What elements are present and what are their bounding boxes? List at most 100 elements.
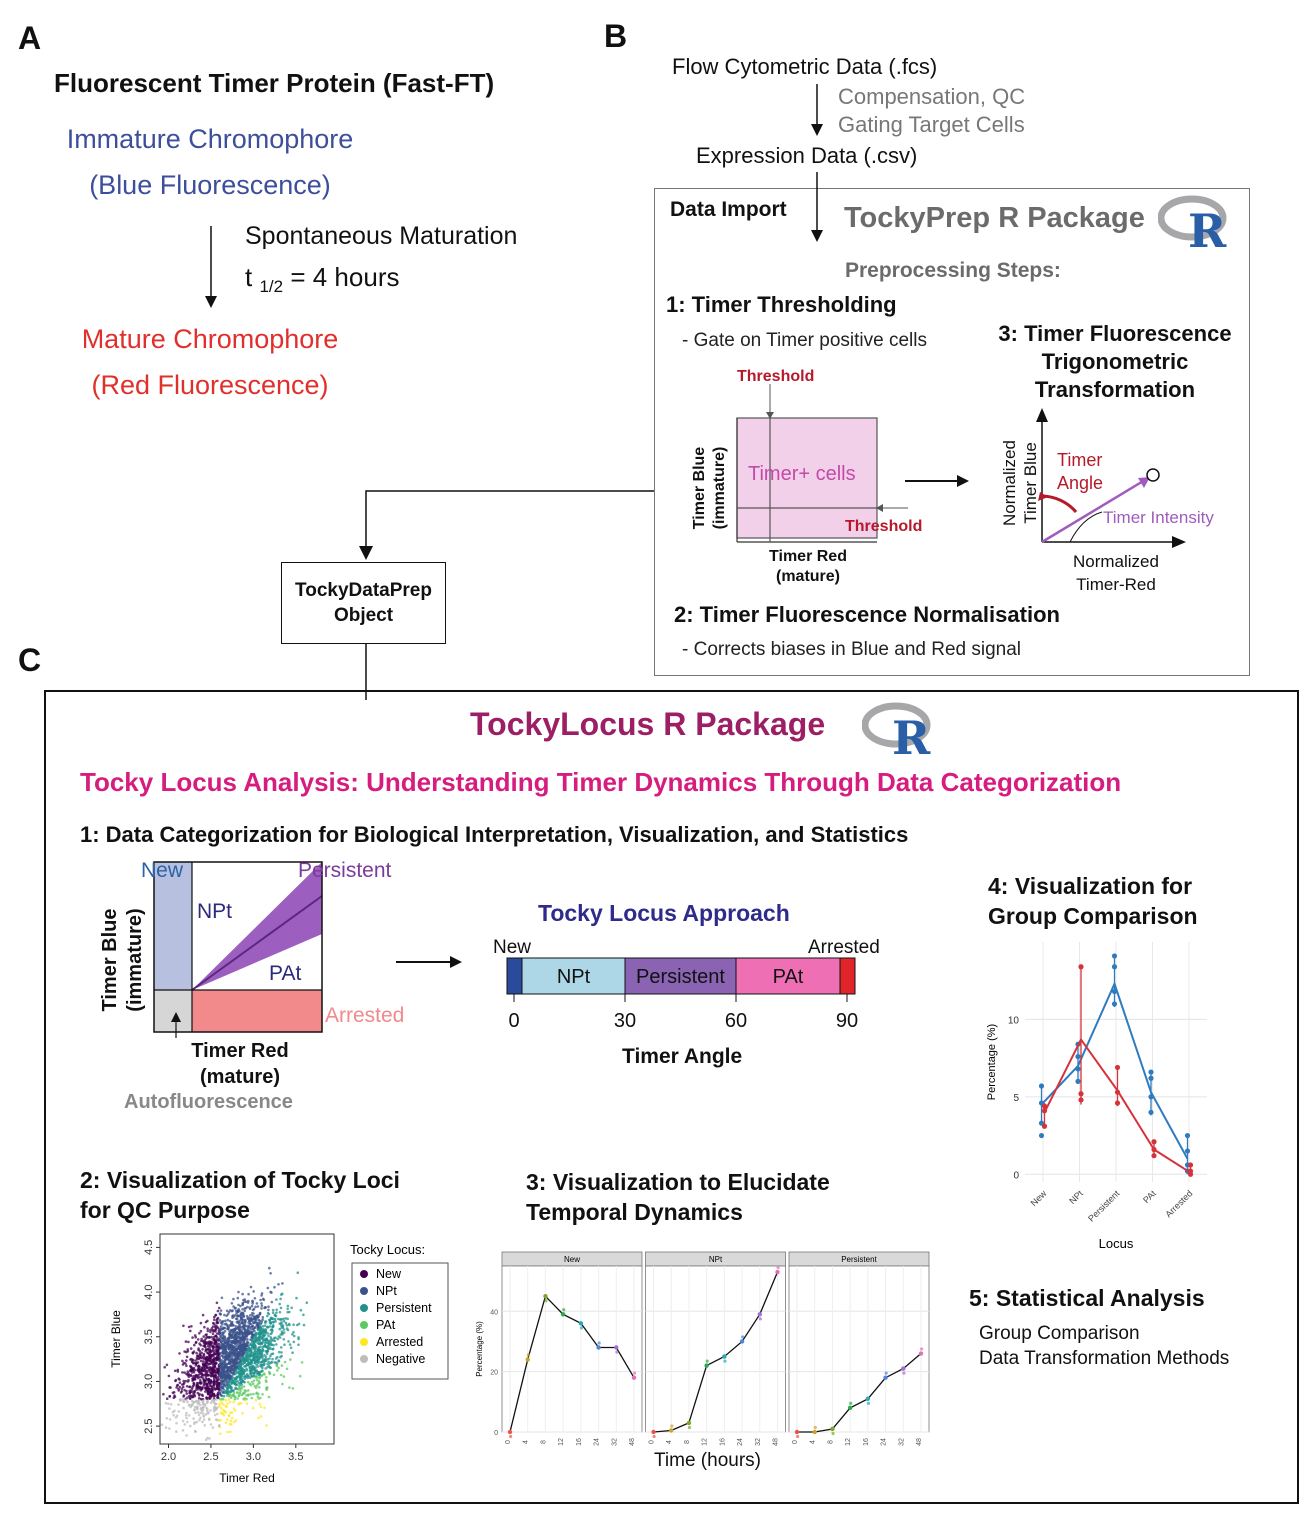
scatter-point bbox=[207, 1417, 211, 1421]
scatter-point bbox=[264, 1357, 267, 1361]
scatter-point bbox=[243, 1327, 247, 1331]
scatter-point bbox=[232, 1389, 235, 1392]
scatter-point bbox=[283, 1343, 286, 1346]
scatter-point bbox=[237, 1353, 240, 1356]
scatter-point bbox=[257, 1347, 260, 1350]
scatter-point bbox=[233, 1307, 237, 1310]
scatter-point bbox=[204, 1320, 208, 1324]
facet-point bbox=[739, 1339, 745, 1344]
facet-x-tick-label: 48 bbox=[773, 1438, 780, 1446]
facet-strip-label: NPt bbox=[709, 1255, 723, 1264]
scatter-point bbox=[212, 1379, 216, 1383]
group-point bbox=[1184, 1132, 1191, 1139]
scatter-point bbox=[243, 1348, 247, 1352]
approach-tick-90: 90 bbox=[835, 1010, 859, 1032]
scatter-point bbox=[241, 1292, 244, 1296]
group-point bbox=[1041, 1103, 1048, 1109]
facet-x-tick-label: 4 bbox=[523, 1440, 530, 1444]
scatter-point bbox=[226, 1430, 229, 1434]
scatter-point bbox=[210, 1392, 214, 1395]
facet-point bbox=[578, 1321, 584, 1326]
tockyprep-title: TockyPrep R Package bbox=[844, 202, 1145, 234]
scatter-point bbox=[198, 1392, 201, 1396]
scatter-point bbox=[209, 1394, 213, 1398]
scatter-point bbox=[269, 1336, 272, 1339]
group-point bbox=[1075, 1053, 1081, 1060]
approach-new-label: New bbox=[493, 937, 532, 958]
scatter-point bbox=[287, 1322, 291, 1326]
scatter-point bbox=[247, 1389, 250, 1392]
scatter-point bbox=[202, 1383, 206, 1387]
scatter-point bbox=[214, 1313, 218, 1317]
scatter-point bbox=[217, 1368, 220, 1372]
preprocessing-label: Preprocessing Steps: bbox=[845, 259, 1061, 282]
scatter-point bbox=[232, 1305, 235, 1308]
scatter-point bbox=[165, 1397, 169, 1400]
scatter-point bbox=[248, 1325, 251, 1328]
scatter-point bbox=[258, 1338, 262, 1342]
scatter-point bbox=[290, 1306, 293, 1310]
scatter-point bbox=[217, 1306, 221, 1310]
scatter-point bbox=[168, 1427, 171, 1430]
scatter-point bbox=[250, 1304, 254, 1308]
scatter-point bbox=[278, 1322, 282, 1325]
scatter-point bbox=[258, 1402, 261, 1406]
scatter-point bbox=[218, 1402, 221, 1406]
scatter-point bbox=[237, 1303, 240, 1307]
scatter-point bbox=[197, 1399, 200, 1403]
scatter-point bbox=[181, 1419, 185, 1423]
scatter-point bbox=[231, 1345, 234, 1348]
scatter-point bbox=[269, 1290, 272, 1294]
scatter-point bbox=[186, 1420, 189, 1424]
scatter-point bbox=[305, 1301, 309, 1304]
scatter-point bbox=[258, 1335, 261, 1339]
scatter-point bbox=[285, 1367, 289, 1371]
approach-seg-persistent: Persistent bbox=[636, 966, 725, 988]
scatter-point bbox=[249, 1314, 252, 1317]
scatter-point bbox=[205, 1369, 208, 1373]
scatter-point bbox=[216, 1316, 220, 1320]
autofluorescence-label: Autofluorescence bbox=[124, 1091, 293, 1113]
scatter-point bbox=[247, 1292, 250, 1296]
scatter-point bbox=[186, 1401, 189, 1404]
scatter-point bbox=[280, 1346, 283, 1349]
scatter-legend-swatch bbox=[360, 1321, 368, 1329]
scatter-y-tick-label: 4.5 bbox=[143, 1240, 155, 1255]
scatter-point bbox=[207, 1352, 211, 1356]
scatter-point bbox=[177, 1387, 180, 1391]
scatter-point bbox=[197, 1375, 200, 1379]
scatter-point bbox=[277, 1366, 280, 1370]
scatter-point bbox=[200, 1381, 203, 1385]
scatter-point bbox=[188, 1394, 191, 1398]
scatter-point bbox=[254, 1386, 258, 1390]
scatter-point bbox=[268, 1372, 272, 1376]
half-life-value: = 4 hours bbox=[290, 262, 400, 292]
scatter-point bbox=[302, 1323, 306, 1327]
tockylocus-title: TockyLocus R Package bbox=[470, 706, 826, 742]
scatter-point bbox=[261, 1348, 265, 1352]
scatter-point bbox=[219, 1309, 223, 1312]
scatter-point bbox=[240, 1330, 243, 1333]
scatter-point bbox=[201, 1348, 204, 1351]
scatter-point bbox=[194, 1335, 197, 1339]
scatter-point bbox=[261, 1316, 265, 1319]
scatter-point bbox=[187, 1340, 190, 1344]
scatter-point bbox=[254, 1398, 258, 1402]
scatter-y-tick-label: 2.5 bbox=[143, 1418, 155, 1433]
scatter-point bbox=[210, 1335, 213, 1339]
scatter-point bbox=[185, 1434, 188, 1437]
tockylocus-box bbox=[44, 690, 1299, 1504]
c-quadrant-xlabel-line2: (mature) bbox=[199, 1066, 280, 1088]
scatter-point bbox=[237, 1328, 241, 1332]
scatter-point bbox=[184, 1340, 188, 1343]
scatter-point bbox=[191, 1368, 195, 1371]
scatter-point bbox=[193, 1390, 196, 1393]
scatter-point bbox=[269, 1354, 272, 1358]
scatter-point bbox=[223, 1322, 227, 1326]
scatter-point bbox=[281, 1325, 285, 1329]
scatter-point bbox=[206, 1373, 210, 1377]
scatter-point bbox=[204, 1364, 208, 1367]
scatter-point bbox=[270, 1300, 274, 1304]
scatter-point bbox=[226, 1382, 230, 1386]
scatter-point bbox=[227, 1368, 230, 1371]
